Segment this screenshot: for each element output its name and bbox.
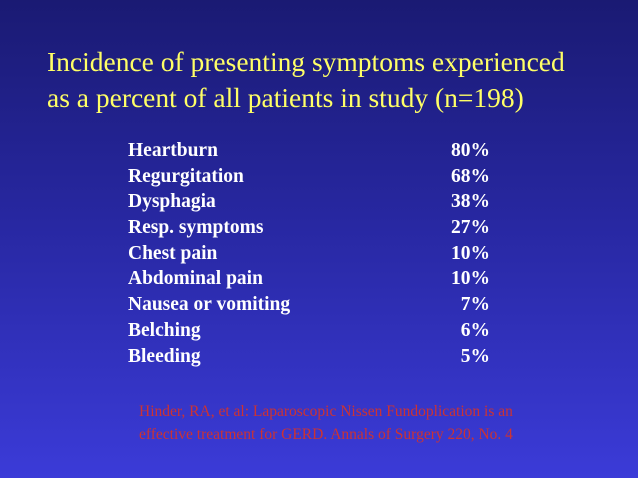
symptom-row: Nausea or vomiting 7%	[128, 292, 490, 318]
slide-title: Incidence of presenting symptoms experie…	[47, 44, 627, 116]
symptom-percent: 80%	[451, 140, 490, 161]
symptom-name: Chest pain	[128, 242, 218, 264]
symptom-row: Resp. symptoms 27%	[128, 215, 490, 241]
symptom-percent: 38%	[451, 191, 490, 213]
symptom-percent: 10%	[451, 268, 490, 290]
symptom-row: Regurgitation 68%	[128, 164, 490, 190]
symptom-name: Heartburn	[128, 140, 218, 161]
citation: Hinder, RA, et al: Laparoscopic Nissen F…	[139, 400, 619, 446]
symptom-name: Regurgitation	[128, 165, 244, 187]
symptom-row: Belching 6%	[128, 318, 490, 344]
symptom-name: Bleeding	[128, 345, 201, 367]
symptom-name: Abdominal pain	[128, 268, 263, 290]
symptom-name: Resp. symptoms	[128, 217, 264, 239]
title-line-1: Incidence of presenting symptoms experie…	[47, 46, 565, 77]
symptom-percent: 10%	[451, 242, 490, 264]
symptom-row: Chest pain 10%	[128, 241, 490, 267]
symptom-row: Heartburn 80%	[128, 138, 490, 164]
symptom-row: Abdominal pain 10%	[128, 266, 490, 292]
symptom-percent: 27%	[451, 217, 490, 239]
symptom-name: Nausea or vomiting	[128, 294, 291, 316]
citation-line-2: effective treatment for GERD. Annals of …	[139, 426, 513, 443]
symptom-percent: 68%	[451, 165, 490, 187]
title-line-2: as a percent of all patients in study (n…	[47, 82, 524, 113]
symptom-percent: 6%	[460, 319, 490, 341]
symptom-row: Bleeding 5%	[128, 344, 490, 370]
citation-line-1: Hinder, RA, et al: Laparoscopic Nissen F…	[139, 403, 513, 420]
symptom-name: Dysphagia	[128, 191, 216, 213]
symptom-table: Heartburn 80% Regurgitation 68% Dysphagi…	[128, 138, 490, 369]
symptom-percent: 5%	[460, 345, 490, 367]
symptom-percent: 7%	[460, 294, 490, 316]
symptom-row: Dysphagia 38%	[128, 189, 490, 215]
symptom-name: Belching	[128, 319, 201, 341]
